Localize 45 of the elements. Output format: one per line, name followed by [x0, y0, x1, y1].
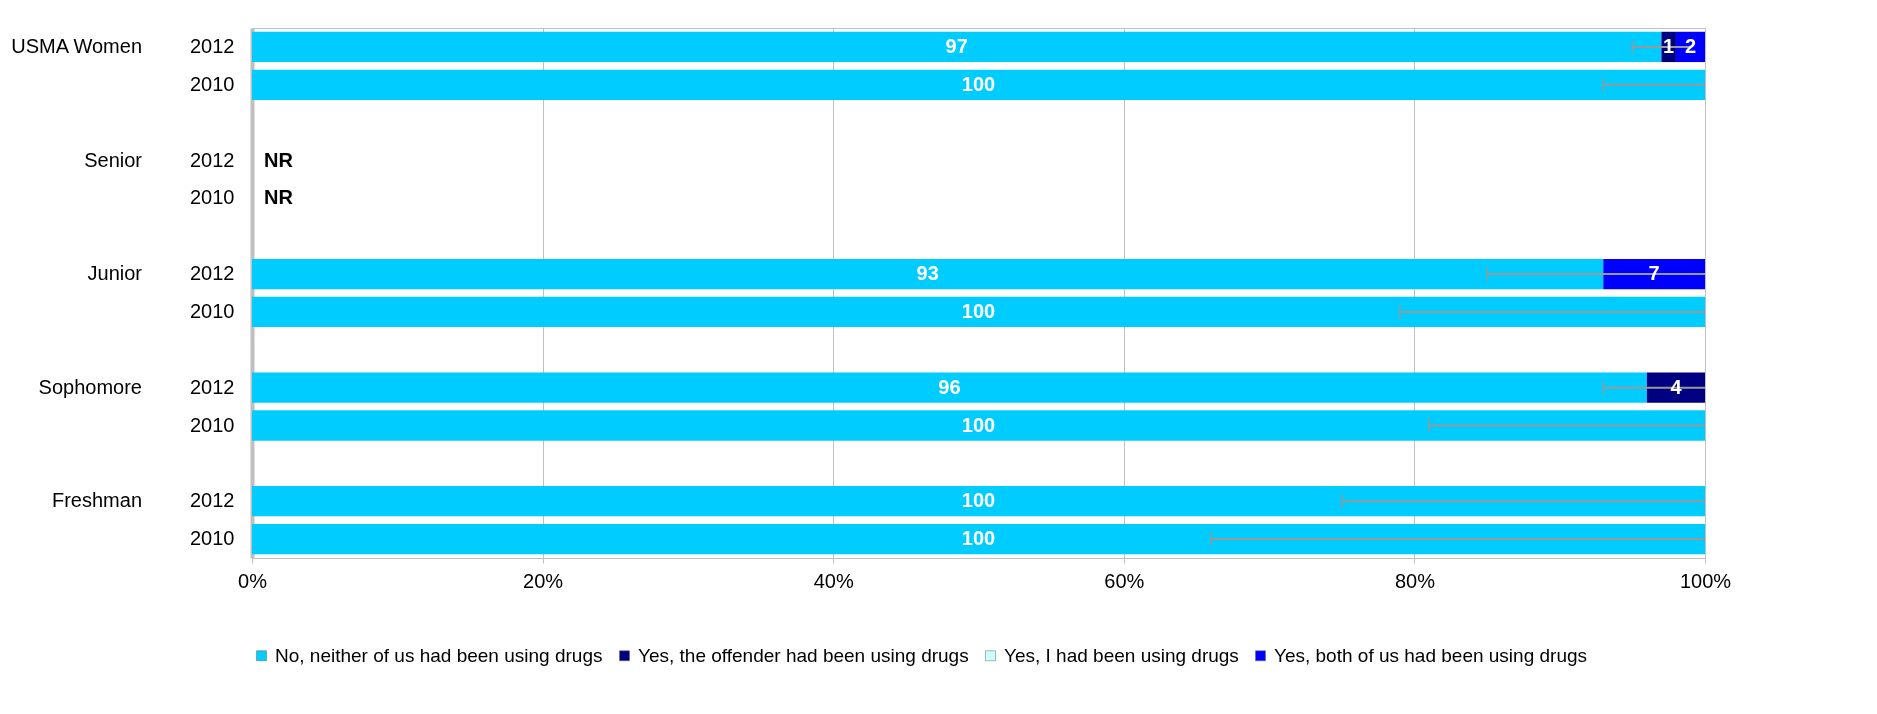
text: Freshman: [51, 489, 142, 512]
legend-label: Yes, I had been using drugs: [1004, 644, 1239, 666]
data-label: 96: [938, 375, 961, 398]
data-label: 100: [961, 72, 996, 95]
bar: [1603, 258, 1705, 290]
bar: [252, 372, 1647, 403]
x-tick-label: 20%: [523, 569, 564, 592]
x-tick-label: 40%: [813, 569, 854, 592]
x-tick-label: 80%: [1394, 569, 1436, 592]
y-tick-label: 2010: [190, 72, 235, 95]
y-tick-label: 2010: [190, 186, 235, 209]
y-tick-label: 2012: [190, 34, 235, 57]
text: USMA Women: [11, 34, 142, 57]
y-tick-label: 2012: [190, 148, 235, 171]
bar: [252, 410, 1705, 441]
bar: [252, 31, 1662, 63]
text: Junior: [87, 262, 143, 285]
legend-label: Yes, both of us had been using drugs: [1274, 644, 1588, 666]
y-tick-label: 2012: [190, 375, 235, 398]
data-label: 93: [916, 262, 939, 285]
data-label: 97: [945, 34, 968, 57]
bar: [252, 486, 1705, 517]
y-tick-label: 2010: [190, 527, 235, 550]
bar: [252, 258, 1604, 290]
data-label: 100: [961, 527, 996, 550]
data-label: 100: [961, 299, 996, 322]
bar: [252, 296, 1705, 328]
data-label: 2: [1684, 34, 1697, 57]
text: Sophomore: [38, 375, 142, 398]
text: NR: [264, 148, 293, 171]
x-tick-label: 60%: [1104, 569, 1145, 592]
x-tick-label: 100%: [1679, 569, 1732, 592]
data-label: 100: [961, 489, 996, 512]
data-label: 100: [961, 413, 996, 436]
text: Senior: [84, 148, 143, 171]
y-tick-label: 2012: [190, 262, 235, 285]
legend-label: No, neither of us had been using drugs: [275, 644, 603, 666]
text: NR: [264, 186, 293, 209]
x-tick-label: 0%: [238, 569, 268, 592]
y-tick-label: 2010: [190, 299, 235, 322]
bar: [252, 69, 1705, 100]
y-tick-label: 2012: [190, 489, 235, 512]
bar: [252, 523, 1705, 555]
y-tick-label: 2010: [190, 413, 235, 436]
legend-label: Yes, the offender had been using drugs: [638, 644, 969, 666]
